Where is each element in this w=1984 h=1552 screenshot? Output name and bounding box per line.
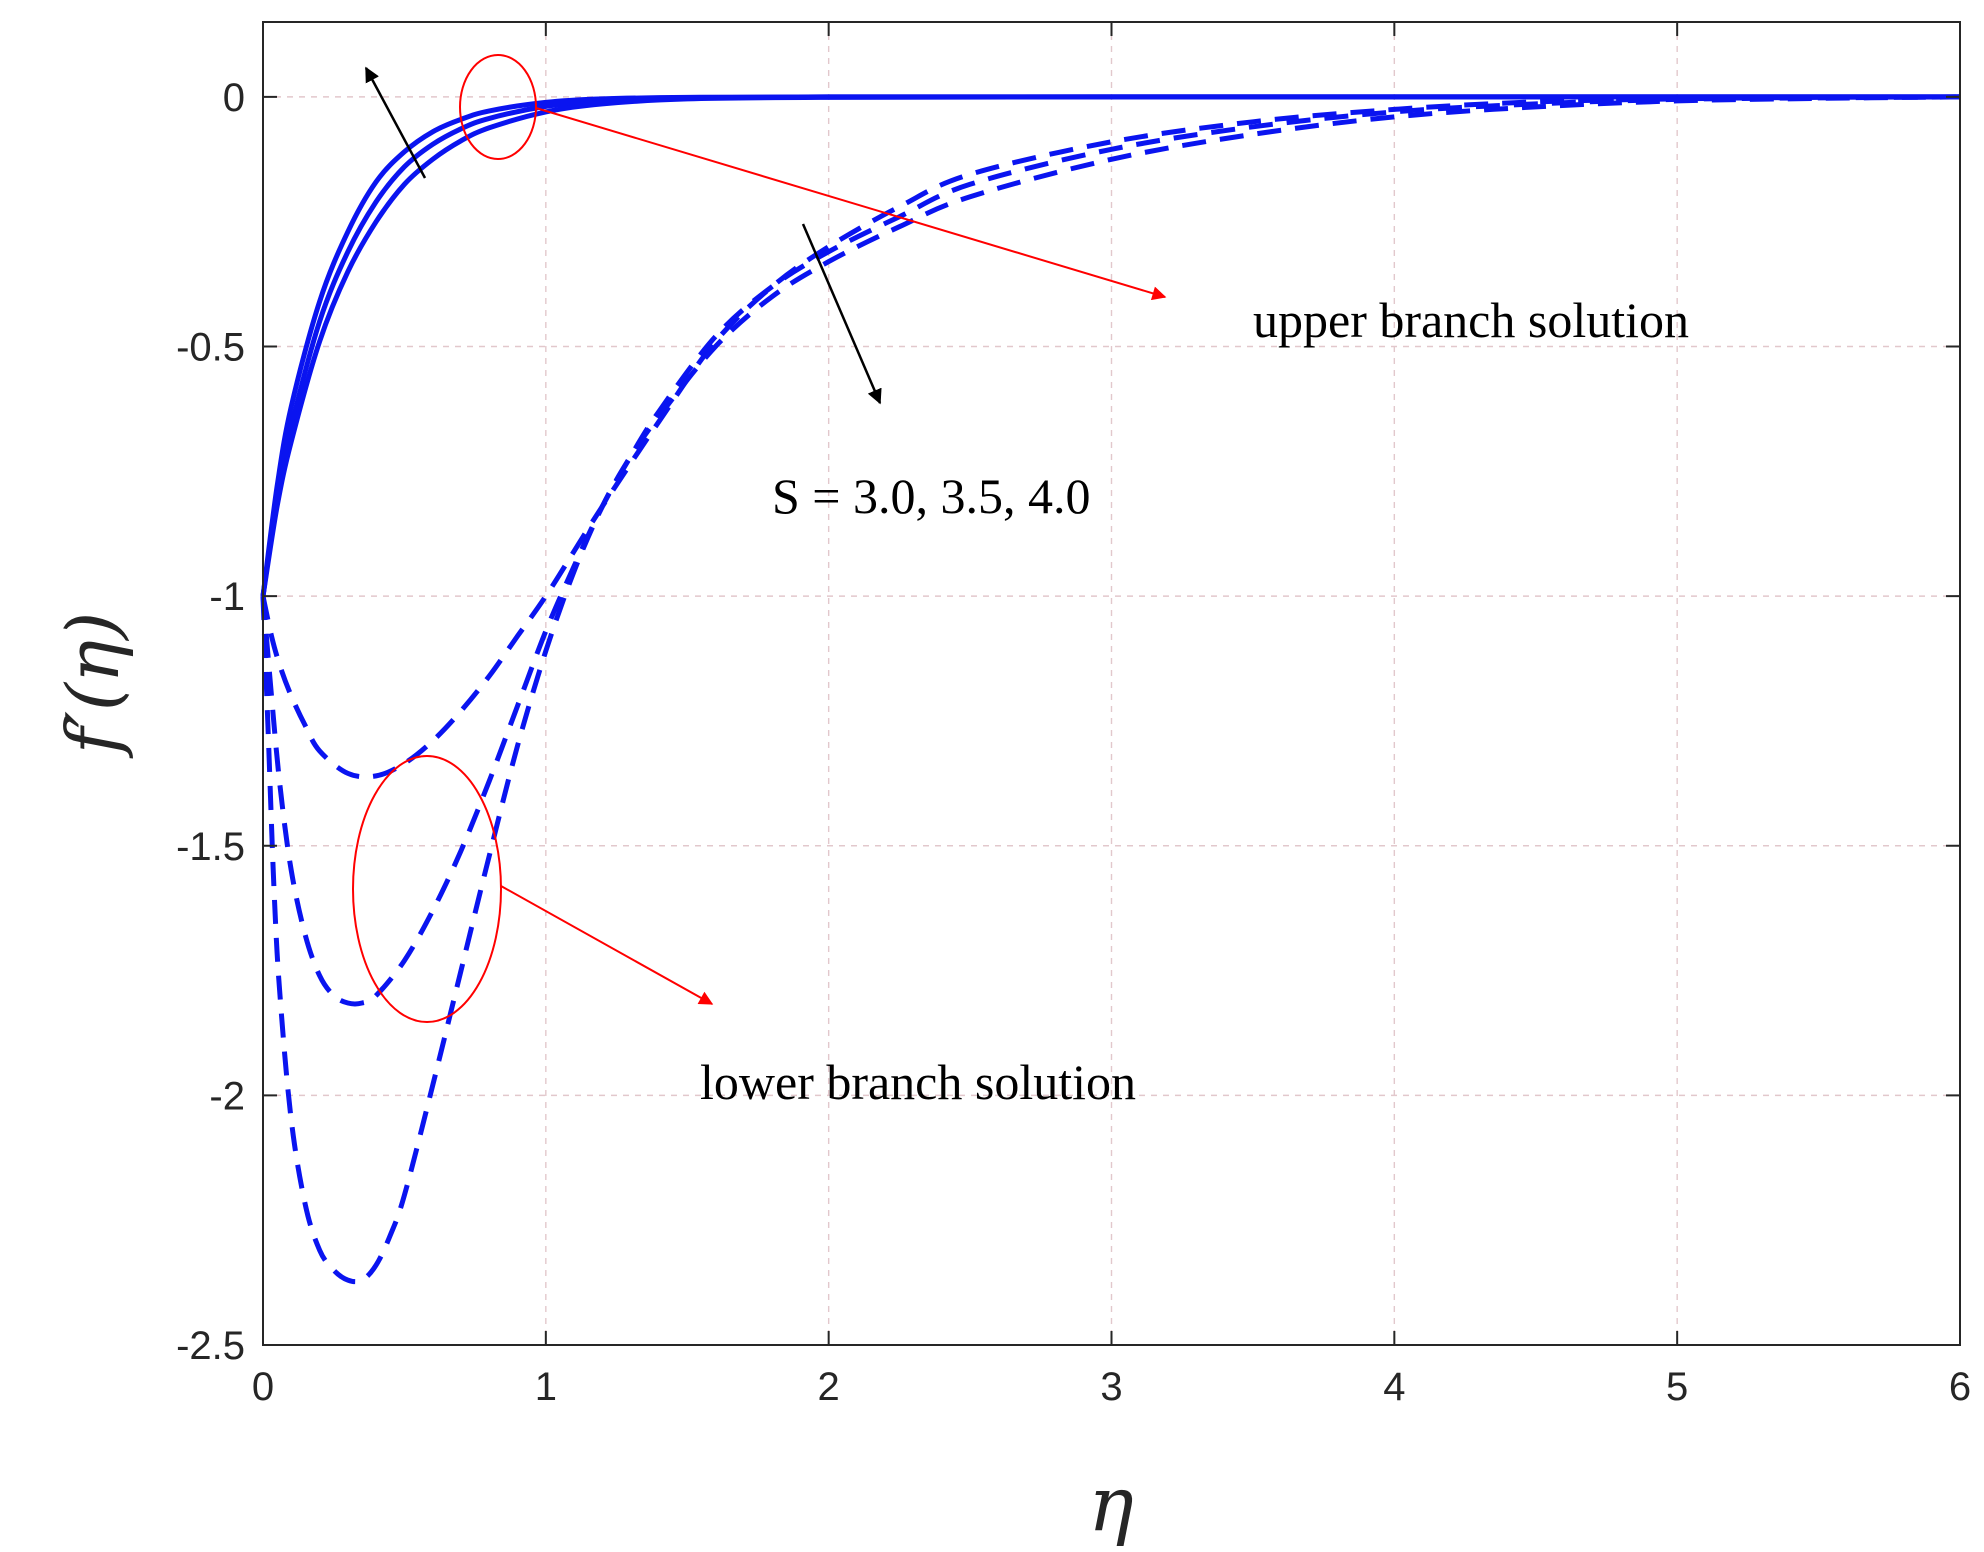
x-axis-label: η: [1088, 1459, 1134, 1548]
x-tick-label: 6: [1949, 1365, 1971, 1409]
x-tick-label: 3: [1100, 1365, 1122, 1409]
upper-branch-marker-ellipse: [459, 54, 537, 160]
y-tick-label: -1.5: [176, 825, 245, 869]
ticks: 0 1 2 3 4 5 6 0 -0.5 -1 -1.5 -2 -2.5: [176, 22, 1971, 1409]
lower-branch-line-3: [260, 94, 1961, 1285]
lower-branch-pointer-arrow: [500, 885, 714, 1005]
lower-decreasing-arrow: [801, 223, 882, 405]
y-tick-label: -2: [209, 1074, 245, 1118]
y-tick-label: -0.5: [176, 326, 245, 370]
lower-branch-marker-ellipse: [352, 755, 502, 1023]
x-tick-label: 4: [1383, 1365, 1405, 1409]
y-tick-label: -2.5: [176, 1324, 245, 1368]
series-group: [260, 94, 1961, 1285]
x-tick-label: 1: [535, 1365, 557, 1409]
lower-branch-label: lower branch solution: [700, 1054, 1136, 1110]
grid: [263, 22, 1960, 1345]
x-tick-label: 5: [1666, 1365, 1688, 1409]
y-tick-label: 0: [223, 76, 245, 120]
lower-branch-line-1: [260, 94, 1961, 780]
parameter-label: S = 3.0, 3.5, 4.0: [772, 468, 1091, 524]
y-tick-label: -1: [209, 575, 245, 619]
upper-increasing-arrow: [364, 66, 427, 179]
x-tick-label: 0: [252, 1365, 274, 1409]
y-axis-label: f′(η): [51, 612, 135, 759]
upper-branch-line-3: [260, 94, 1960, 597]
upper-branch-pointer-arrow: [535, 107, 1167, 301]
upper-branch-label: upper branch solution: [1253, 292, 1689, 348]
x-tick-label: 2: [818, 1365, 840, 1409]
